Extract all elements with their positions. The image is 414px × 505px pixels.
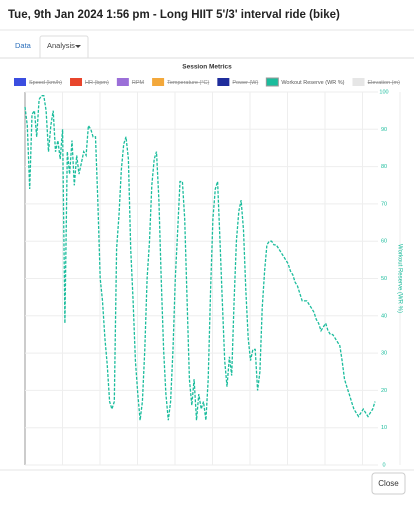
legend-swatch: [152, 78, 165, 86]
y-axis-label: Workout Reserve (WR %): [396, 244, 402, 313]
y-tick-label: 50: [381, 276, 387, 282]
legend-swatch: [265, 77, 279, 87]
legend-label: RPM: [132, 80, 145, 86]
tab-active: [39, 35, 89, 58]
legend-label: Elevation (m): [368, 80, 401, 86]
y-tick-label: 30: [381, 351, 387, 357]
y-tick-label: 60: [381, 239, 387, 245]
legend-label: Speed (km/h): [29, 80, 62, 86]
chart: Session Metrics Speed (km/h) HR (bpm) RPM Te…: [14, 64, 402, 468]
legend-swatch: [217, 78, 230, 86]
caret: [75, 45, 81, 48]
y-tick-label: 10: [381, 425, 387, 431]
tab-analysis[interactable]: Analysis: [47, 41, 75, 50]
legend-swatch: [116, 78, 129, 86]
line-series: [24, 95, 376, 421]
legend-label: Workout Reserve (WR %): [281, 80, 344, 86]
modal-title: Tue, 9th Jan 2024 1:56 pm - Long HIIT 5'…: [8, 9, 340, 21]
y-tick-label: 40: [381, 313, 387, 319]
y-tick-label: 20: [381, 388, 387, 394]
y-tick-label: 80: [381, 164, 387, 170]
legend-label: HR (bpm): [85, 80, 109, 86]
y-tick-label: 100: [379, 89, 388, 95]
tab-data[interactable]: Data: [15, 41, 32, 50]
y-tick-label: 0: [382, 462, 385, 468]
legend-swatch: [70, 78, 83, 86]
close-button[interactable]: [371, 472, 406, 495]
y-tick-label: 90: [381, 127, 387, 133]
close-label[interactable]: Close: [378, 479, 399, 488]
legend-swatch: [14, 78, 26, 86]
chart-title: Session Metrics: [182, 64, 232, 71]
legend-swatch: [352, 78, 365, 86]
legend-label: Power (W): [232, 80, 258, 86]
legend-label: Temperature (°C): [167, 80, 209, 86]
y-tick-label: 70: [381, 201, 387, 207]
